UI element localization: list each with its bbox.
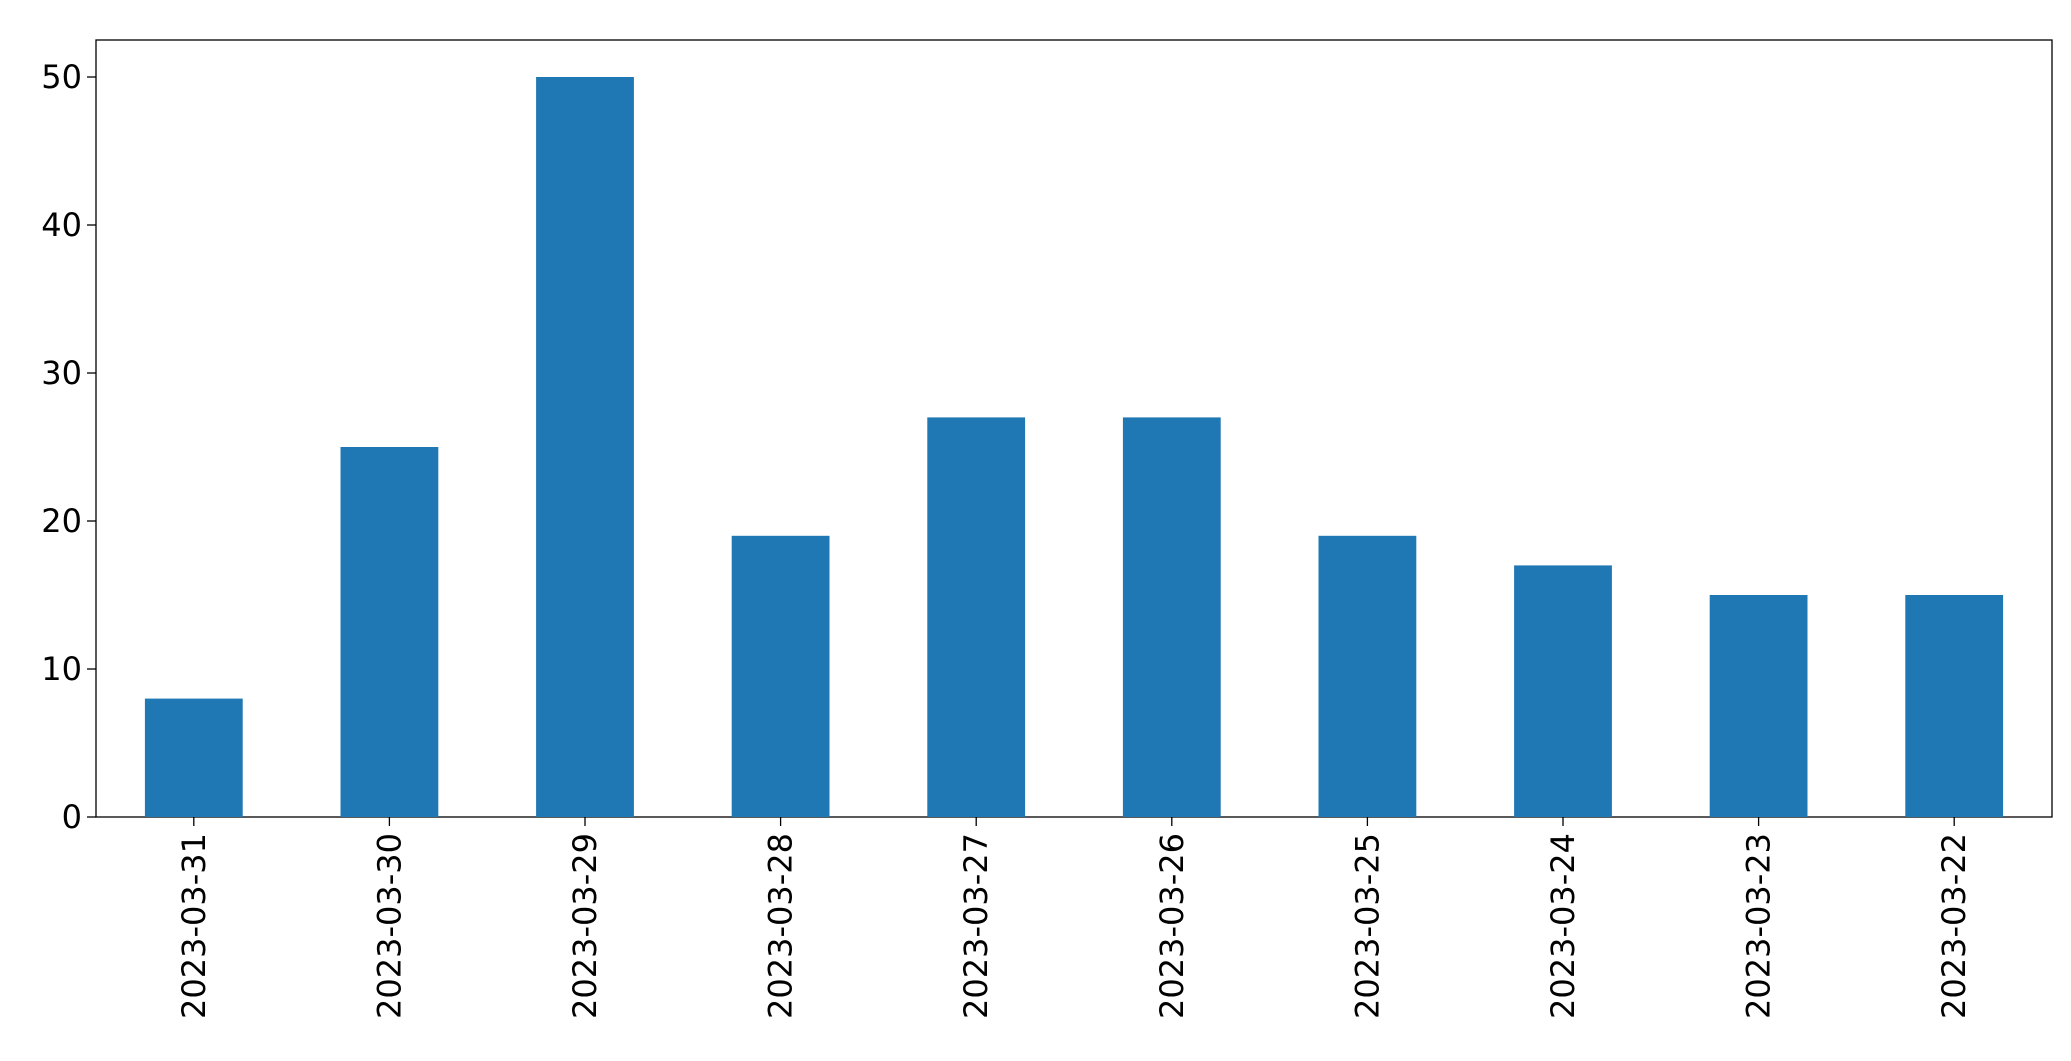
plot-frame [95, 39, 2053, 818]
bar [1905, 595, 2004, 817]
bar [340, 447, 439, 817]
x-tick-label: 2023-03-29 [566, 833, 604, 1019]
x-tick-label: 2023-03-25 [1348, 833, 1386, 1019]
y-tick-label: 10 [41, 650, 82, 688]
y-tick-label: 40 [41, 206, 82, 244]
bar [1514, 565, 1612, 817]
bar [927, 417, 1026, 817]
bar [1709, 595, 1808, 817]
y-tick-label: 30 [41, 354, 82, 392]
bar [1122, 417, 1221, 817]
x-tick-label: 2023-03-31 [175, 833, 213, 1019]
x-tick-label: 2023-03-30 [370, 833, 408, 1019]
bar [1318, 535, 1417, 817]
x-tick-label: 2023-03-23 [1740, 833, 1778, 1019]
bar [536, 77, 634, 817]
x-tick-label: 2023-03-24 [1544, 833, 1582, 1019]
x-tick-label: 2023-03-26 [1153, 833, 1191, 1019]
x-tick-label: 2023-03-22 [1935, 833, 1973, 1019]
y-tick-label: 20 [41, 502, 82, 540]
y-tick-label: 0 [62, 798, 82, 836]
y-tick-label: 50 [41, 58, 82, 96]
x-tick-label: 2023-03-27 [957, 833, 995, 1019]
bar [731, 535, 830, 817]
x-tick-label: 2023-03-28 [762, 833, 800, 1019]
bar [144, 698, 243, 817]
